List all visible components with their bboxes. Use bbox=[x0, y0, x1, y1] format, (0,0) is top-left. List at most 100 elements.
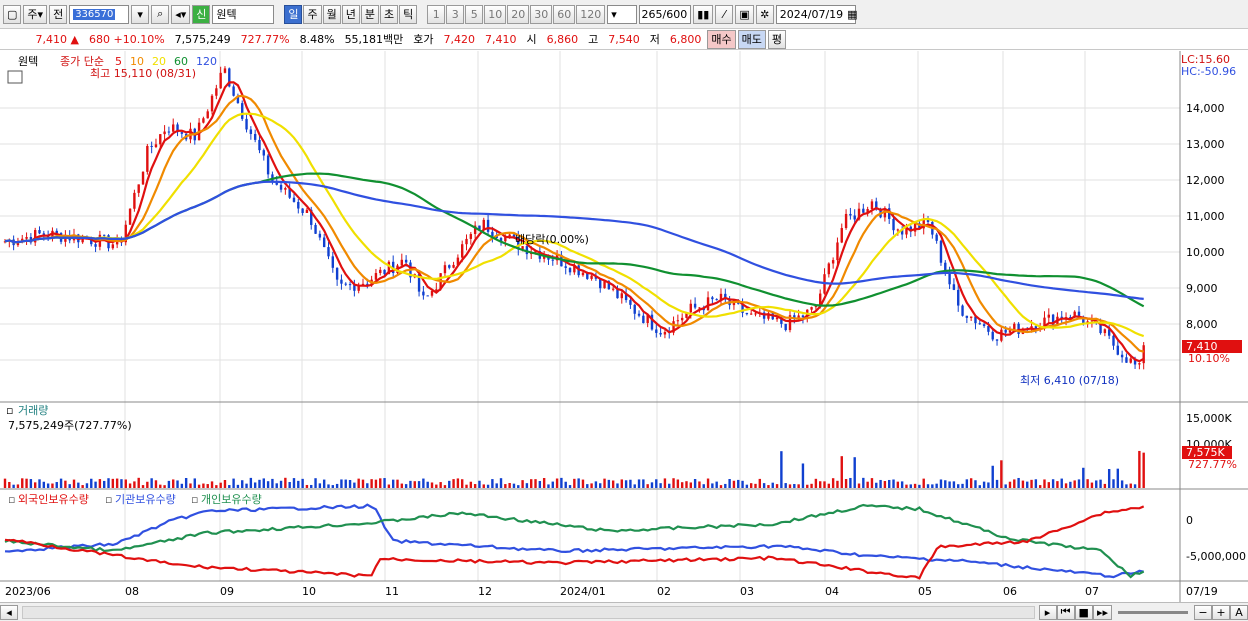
buy-button[interactable]: 매수 bbox=[707, 29, 736, 49]
candle-body bbox=[266, 155, 270, 175]
window-icon[interactable]: ▢ bbox=[3, 4, 22, 24]
code-input[interactable]: 336570 bbox=[69, 4, 130, 24]
volume-bar bbox=[888, 479, 891, 488]
speed-slider[interactable] bbox=[1118, 610, 1188, 614]
period-tab-2[interactable]: 월 bbox=[322, 4, 341, 24]
rewind-icon[interactable]: ⏮ bbox=[1056, 604, 1075, 620]
candle-body bbox=[206, 111, 209, 119]
x-axis-label: 06 bbox=[1003, 585, 1017, 598]
period-tab-5[interactable]: 초 bbox=[379, 4, 399, 24]
candle-body bbox=[926, 218, 930, 222]
candle-body bbox=[491, 231, 494, 237]
period-tab-0[interactable]: 일 bbox=[284, 4, 303, 24]
x-axis-label: 08 bbox=[125, 585, 139, 598]
period-tab-1[interactable]: 주 bbox=[303, 4, 322, 24]
volume-bar bbox=[499, 478, 503, 488]
period-tab-4[interactable]: 분 bbox=[360, 4, 379, 24]
candle-body bbox=[159, 134, 162, 145]
candle-body bbox=[741, 303, 744, 313]
amount-value: 55,181백만 bbox=[344, 33, 404, 46]
volume-bar bbox=[361, 479, 365, 488]
interval-tab-60[interactable]: 60 bbox=[553, 4, 576, 24]
volume-bar bbox=[1043, 479, 1046, 488]
volume-bar bbox=[1034, 479, 1038, 488]
market-select[interactable]: 주 ▾ bbox=[23, 4, 48, 24]
candle-body bbox=[335, 267, 339, 280]
candle-body bbox=[892, 218, 895, 231]
candle-icon[interactable]: ▮▮ bbox=[693, 4, 714, 24]
stock-name-field[interactable]: 원텍 bbox=[212, 4, 275, 24]
volume-bar bbox=[301, 478, 304, 488]
candle-body bbox=[42, 233, 46, 236]
last-volume-text: 7,575K bbox=[1186, 446, 1225, 459]
interval-tab-30[interactable]: 30 bbox=[530, 4, 553, 24]
save-icon[interactable]: ▣ bbox=[735, 4, 754, 24]
stop-icon[interactable]: ■ bbox=[1074, 604, 1093, 620]
candle-body bbox=[1112, 335, 1115, 346]
ma-label: 종가 단순 bbox=[60, 55, 104, 68]
horizontal-scrollbar[interactable] bbox=[22, 605, 1035, 619]
candle-body bbox=[706, 297, 710, 311]
volume-bar bbox=[754, 483, 757, 488]
credit-badge: 신 bbox=[192, 4, 211, 24]
volume-bar bbox=[258, 479, 261, 488]
sell-button[interactable]: 매도 bbox=[737, 29, 766, 49]
font-icon[interactable]: A bbox=[1230, 604, 1248, 620]
volume-bar bbox=[538, 481, 542, 488]
scroll-left-icon[interactable]: ◂ bbox=[0, 604, 18, 620]
zoom-in-icon[interactable]: + bbox=[1212, 604, 1230, 620]
candle-body bbox=[646, 314, 649, 324]
draw-icon[interactable]: ⁄ bbox=[715, 4, 734, 24]
candle-body bbox=[1133, 358, 1137, 365]
candle-body bbox=[430, 290, 434, 296]
holding-legend-2: 개인보유수량 bbox=[201, 493, 262, 506]
search-icon[interactable]: ⌕ bbox=[151, 4, 170, 24]
interval-tab-10[interactable]: 10 bbox=[484, 4, 507, 24]
volume-bar bbox=[969, 478, 973, 488]
volume-bar bbox=[387, 484, 391, 488]
interval-input[interactable]: ▾ bbox=[607, 4, 638, 24]
volume-bar bbox=[525, 483, 529, 488]
interval-tab-5[interactable]: 5 bbox=[465, 4, 484, 24]
period-tab-3[interactable]: 년 bbox=[341, 4, 360, 24]
code-dropdown-icon[interactable]: ▾ bbox=[131, 4, 150, 24]
volume-bar bbox=[715, 481, 718, 488]
volume-bar bbox=[1120, 480, 1124, 488]
date-input[interactable]: 2024/07/19 ▦ bbox=[775, 4, 858, 24]
zoom-out-icon[interactable]: − bbox=[1194, 604, 1212, 620]
x-axis-label: 2024/01 bbox=[560, 585, 606, 598]
candle-body bbox=[883, 208, 887, 218]
stock-chart[interactable]: 14,000 13,000 12,000 11,000 10,000 9,000 8,000… bbox=[0, 51, 1248, 602]
period-tab-6[interactable]: 틱 bbox=[399, 4, 418, 24]
hc-label: HC:-50.96 bbox=[1181, 65, 1236, 78]
play-icon[interactable]: ▸▸ bbox=[1092, 604, 1112, 620]
volume-bar bbox=[896, 481, 900, 488]
interval-tab-120[interactable]: 120 bbox=[576, 4, 606, 24]
candle-body bbox=[486, 219, 490, 232]
volume-bar bbox=[473, 484, 477, 488]
interval-tab-3[interactable]: 3 bbox=[446, 4, 465, 24]
candle-body bbox=[3, 241, 7, 243]
volume-bar bbox=[55, 482, 58, 488]
price-y-tick: 13,000 bbox=[1186, 138, 1225, 151]
volume-bar bbox=[737, 479, 740, 488]
turnover-value: 8.48% bbox=[299, 32, 335, 46]
volume-bar bbox=[461, 479, 464, 488]
volume-bar bbox=[547, 484, 550, 488]
candle-body bbox=[568, 267, 572, 273]
scroll-right-icon[interactable]: ▸ bbox=[1038, 604, 1057, 620]
speaker-icon[interactable]: ◂▾ bbox=[171, 4, 191, 24]
prefix-button[interactable]: 전 bbox=[49, 4, 68, 24]
avg-button[interactable]: 평 bbox=[767, 29, 787, 49]
grid-icon[interactable] bbox=[7, 70, 23, 84]
volume-bar bbox=[297, 480, 300, 488]
candle-body bbox=[650, 314, 654, 330]
volume-bar bbox=[25, 478, 28, 488]
ask-value: 7,420 bbox=[443, 32, 476, 46]
count-input[interactable]: 265/600 bbox=[639, 4, 692, 24]
interval-tab-1[interactable]: 1 bbox=[427, 4, 446, 24]
candle-body bbox=[853, 215, 856, 220]
interval-tab-20[interactable]: 20 bbox=[507, 4, 530, 24]
candle-body bbox=[797, 315, 800, 320]
gear-icon[interactable]: ✲ bbox=[755, 4, 774, 24]
